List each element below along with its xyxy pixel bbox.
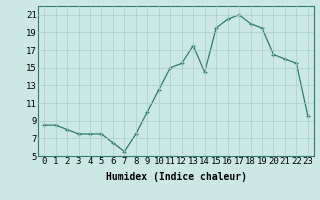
X-axis label: Humidex (Indice chaleur): Humidex (Indice chaleur)	[106, 172, 246, 182]
